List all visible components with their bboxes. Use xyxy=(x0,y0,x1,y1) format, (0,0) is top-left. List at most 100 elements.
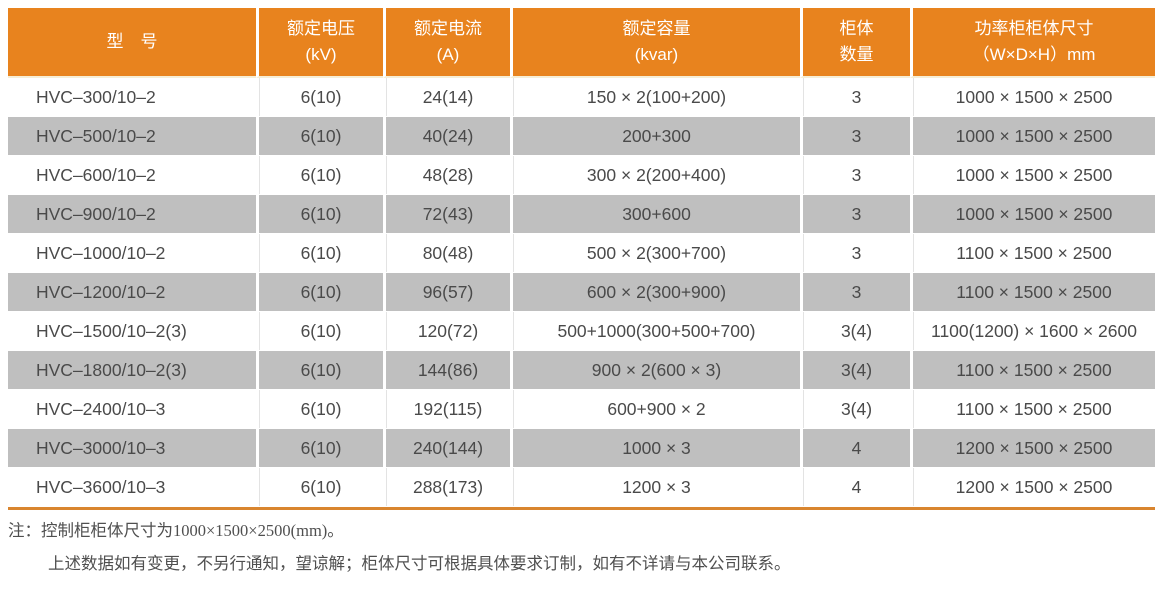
note-line-2: 上述数据如有变更，不另行通知，望谅解；柜体尺寸可根据具体要求订制，如有不详请与本… xyxy=(48,554,791,573)
cell-cabinets: 3(4) xyxy=(800,390,910,429)
header-label-dimensions: 功率柜柜体尺寸 xyxy=(974,18,1094,38)
header-sublabel-voltage: (kV) xyxy=(305,45,337,64)
cell-model: HVC–3000/10–3 xyxy=(8,429,256,468)
cell-dimensions: 1100(1200) × 1600 × 2600 xyxy=(910,312,1155,351)
cell-cabinets: 3 xyxy=(800,156,910,195)
cell-current: 40(24) xyxy=(383,117,510,156)
cell-capacity: 500+1000(300+500+700) xyxy=(510,312,800,351)
table-row: HVC–3600/10–3 6(10) 288(173) 1200 × 3 4 … xyxy=(8,468,1155,507)
cell-voltage: 6(10) xyxy=(256,390,383,429)
cell-voltage: 6(10) xyxy=(256,273,383,312)
cell-model: HVC–900/10–2 xyxy=(8,195,256,234)
cell-capacity: 300 × 2(200+400) xyxy=(510,156,800,195)
cell-cabinets: 4 xyxy=(800,429,910,468)
cell-capacity: 500 × 2(300+700) xyxy=(510,234,800,273)
cell-dimensions: 1000 × 1500 × 2500 xyxy=(910,156,1155,195)
cell-voltage: 6(10) xyxy=(256,156,383,195)
cell-cabinets: 3(4) xyxy=(800,312,910,351)
cell-model: HVC–2400/10–3 xyxy=(8,390,256,429)
cell-voltage: 6(10) xyxy=(256,351,383,390)
cell-capacity: 900 × 2(600 × 3) xyxy=(510,351,800,390)
cell-model: HVC–3600/10–3 xyxy=(8,468,256,507)
cell-capacity: 1200 × 3 xyxy=(510,468,800,507)
col-header-voltage: 额定电压 (kV) xyxy=(256,8,383,78)
cell-model: HVC–500/10–2 xyxy=(8,117,256,156)
cell-dimensions: 1200 × 1500 × 2500 xyxy=(910,468,1155,507)
table-row: HVC–500/10–2 6(10) 40(24) 200+300 3 1000… xyxy=(8,117,1155,156)
note-line-1: 注：控制柜柜体尺寸为1000×1500×2500(mm)。 xyxy=(8,514,1148,547)
cell-voltage: 6(10) xyxy=(256,468,383,507)
table-row: HVC–1800/10–2(3) 6(10) 144(86) 900 × 2(6… xyxy=(8,351,1155,390)
cell-current: 24(14) xyxy=(383,78,510,117)
notes-section: 注：控制柜柜体尺寸为1000×1500×2500(mm)。 上述数据如有变更，不… xyxy=(8,514,1148,580)
col-header-cabinets: 柜体 数量 xyxy=(800,8,910,78)
table-row: HVC–1200/10–2 6(10) 96(57) 600 × 2(300+9… xyxy=(8,273,1155,312)
header-label-capacity: 额定容量 xyxy=(622,18,691,38)
cell-voltage: 6(10) xyxy=(256,429,383,468)
cell-current: 192(115) xyxy=(383,390,510,429)
table-row: HVC–2400/10–3 6(10) 192(115) 600+900 × 2… xyxy=(8,390,1155,429)
header-row: 型 号 额定电压 (kV) 额定电流 (A) 额定容量 (kvar) 柜体 xyxy=(8,8,1155,78)
cell-cabinets: 3 xyxy=(800,273,910,312)
table-row: HVC–900/10–2 6(10) 72(43) 300+600 3 1000… xyxy=(8,195,1155,234)
note-prefix: 注： xyxy=(8,521,41,540)
cell-capacity: 1000 × 3 xyxy=(510,429,800,468)
cell-model: HVC–300/10–2 xyxy=(8,78,256,117)
col-header-model: 型 号 xyxy=(8,8,256,78)
col-header-capacity: 额定容量 (kvar) xyxy=(510,8,800,78)
header-label-current: 额定电流 xyxy=(414,18,482,38)
cell-current: 288(173) xyxy=(383,468,510,507)
cell-voltage: 6(10) xyxy=(256,312,383,351)
cell-cabinets: 4 xyxy=(800,468,910,507)
cell-current: 80(48) xyxy=(383,234,510,273)
cell-capacity: 150 × 2(100+200) xyxy=(510,78,800,117)
cell-capacity: 200+300 xyxy=(510,117,800,156)
header-label-voltage: 额定电压 xyxy=(287,18,355,38)
cell-current: 72(43) xyxy=(383,195,510,234)
cell-voltage: 6(10) xyxy=(256,117,383,156)
table-row: HVC–1500/10–2(3) 6(10) 120(72) 500+1000(… xyxy=(8,312,1155,351)
cell-cabinets: 3 xyxy=(800,195,910,234)
cell-dimensions: 1200 × 1500 × 2500 xyxy=(910,429,1155,468)
table-row: HVC–1000/10–2 6(10) 80(48) 500 × 2(300+7… xyxy=(8,234,1155,273)
cell-capacity: 600+900 × 2 xyxy=(510,390,800,429)
table-row: HVC–3000/10–3 6(10) 240(144) 1000 × 3 4 … xyxy=(8,429,1155,468)
cell-current: 120(72) xyxy=(383,312,510,351)
cell-cabinets: 3 xyxy=(800,78,910,117)
cell-current: 48(28) xyxy=(383,156,510,195)
cell-model: HVC–1800/10–2(3) xyxy=(8,351,256,390)
col-header-dimensions: 功率柜柜体尺寸 （W×D×H）mm xyxy=(910,8,1155,78)
cell-current: 96(57) xyxy=(383,273,510,312)
cell-dimensions: 1100 × 1500 × 2500 xyxy=(910,234,1155,273)
cell-voltage: 6(10) xyxy=(256,234,383,273)
note-line1-text: 控制柜柜体尺寸为1000×1500×2500(mm)。 xyxy=(41,521,344,540)
cell-current: 144(86) xyxy=(383,351,510,390)
cell-current: 240(144) xyxy=(383,429,510,468)
cell-model: HVC–1000/10–2 xyxy=(8,234,256,273)
table-row: HVC–300/10–2 6(10) 24(14) 150 × 2(100+20… xyxy=(8,78,1155,117)
cell-dimensions: 1100 × 1500 × 2500 xyxy=(910,273,1155,312)
header-sublabel-capacity: (kvar) xyxy=(634,45,679,64)
cell-cabinets: 3 xyxy=(800,234,910,273)
cell-cabinets: 3(4) xyxy=(800,351,910,390)
col-header-current: 额定电流 (A) xyxy=(383,8,510,78)
cell-dimensions: 1100 × 1500 × 2500 xyxy=(910,390,1155,429)
cell-dimensions: 1100 × 1500 × 2500 xyxy=(910,351,1155,390)
cell-dimensions: 1000 × 1500 × 2500 xyxy=(910,78,1155,117)
cell-capacity: 600 × 2(300+900) xyxy=(510,273,800,312)
header-label-cabinets: 柜体 xyxy=(839,18,874,38)
cell-model: HVC–1200/10–2 xyxy=(8,273,256,312)
cell-voltage: 6(10) xyxy=(256,195,383,234)
spec-table: 型 号 额定电压 (kV) 额定电流 (A) 额定容量 (kvar) 柜体 xyxy=(8,8,1155,510)
cell-capacity: 300+600 xyxy=(510,195,800,234)
cell-dimensions: 1000 × 1500 × 2500 xyxy=(910,195,1155,234)
cell-voltage: 6(10) xyxy=(256,78,383,117)
cell-model: HVC–600/10–2 xyxy=(8,156,256,195)
table-body: HVC–300/10–2 6(10) 24(14) 150 × 2(100+20… xyxy=(8,78,1155,507)
header-sublabel-dimensions: （W×D×H）mm xyxy=(972,45,1096,64)
cell-cabinets: 3 xyxy=(800,117,910,156)
header-label-model: 型 号 xyxy=(106,31,158,51)
table-header: 型 号 额定电压 (kV) 额定电流 (A) 额定容量 (kvar) 柜体 xyxy=(8,8,1155,78)
table-row: HVC–600/10–2 6(10) 48(28) 300 × 2(200+40… xyxy=(8,156,1155,195)
